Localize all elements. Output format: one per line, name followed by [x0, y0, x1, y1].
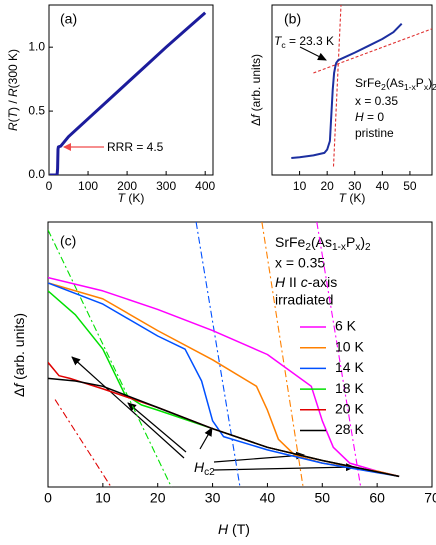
guide-line: [54, 399, 112, 487]
guide-line: [332, 5, 342, 167]
sample-text: x = 0.35: [275, 255, 325, 271]
y-axis-label: Δf (arb. units): [249, 54, 263, 126]
annotation-arrow: [213, 451, 305, 463]
x-tick-label: 0: [44, 490, 52, 506]
x-axis-label: H (T): [218, 521, 250, 537]
x-tick-label: 400: [195, 179, 215, 193]
legend-label: 20 K: [335, 401, 364, 417]
sample-text: pristine: [355, 126, 394, 140]
data-line: [48, 282, 400, 478]
x-tick-label: 200: [117, 179, 137, 193]
annotation-arrow: [127, 402, 187, 453]
annotation-arrow: [71, 356, 185, 459]
x-tick-label: 300: [156, 179, 176, 193]
guide-line: [48, 229, 172, 487]
x-tick-label: 30: [205, 490, 221, 506]
annotation-arrow: [299, 46, 327, 61]
x-tick-label: 20: [150, 490, 166, 506]
sample-text: x = 0.35: [355, 94, 398, 108]
data-line: [291, 23, 403, 159]
y-axis-label: R(T) / R(300 K): [6, 49, 20, 131]
x-tick-label: 40: [260, 490, 276, 506]
x-axis-label: T (K): [339, 191, 366, 205]
data-line: [48, 276, 400, 478]
guide-line: [316, 222, 362, 487]
plot-frame: [48, 4, 214, 176]
plot-frame: [271, 4, 433, 176]
annotation: RRR = 4.5: [107, 140, 164, 154]
x-tick-label: 50: [314, 490, 330, 506]
panel-label: (a): [60, 11, 77, 27]
panel-label: (c): [60, 233, 76, 249]
plot-frame: [47, 221, 433, 488]
plot-area: [49, 11, 207, 175]
legend-label: 14 K: [335, 359, 364, 375]
sample-text: H = 0: [355, 110, 384, 124]
x-tick-label: 50: [403, 179, 417, 193]
panel-label: (b): [284, 11, 301, 27]
x-tick-label: 30: [348, 179, 362, 193]
annotation: Tc = 23.3 K: [274, 34, 334, 50]
y-tick-label: 0.0: [28, 167, 45, 181]
annotation-arrow: [199, 427, 213, 450]
annotation: Hc2: [194, 459, 215, 478]
sample-text: irradiated: [275, 292, 333, 308]
plot-area: [291, 5, 432, 167]
legend-label: 28 K: [335, 421, 364, 437]
y-axis-label: Δf (arb. units): [11, 313, 27, 397]
legend-label: 6 K: [335, 318, 357, 334]
sample-text: H II c-axis: [275, 274, 337, 290]
x-tick-label: 60: [369, 490, 385, 506]
sample-text: SrFe2(As1-xPx)2: [355, 76, 436, 92]
x-tick-label: 0: [46, 179, 53, 193]
x-axis-label: T (K): [118, 191, 145, 205]
x-tick-label: 70: [424, 490, 436, 506]
x-tick-label: 40: [376, 179, 390, 193]
annotation-arrow: [213, 463, 355, 472]
x-tick-label: 20: [320, 179, 334, 193]
data-line: [48, 377, 400, 478]
y-tick-label: 1.0: [28, 39, 45, 53]
guide-line: [313, 28, 432, 74]
x-tick-label: 10: [293, 179, 307, 193]
legend-label: 10 K: [335, 338, 364, 354]
legend-label: 18 K: [335, 380, 364, 396]
x-tick-label: 10: [95, 490, 111, 506]
x-tick-label: 100: [78, 179, 98, 193]
y-tick-label: 0.5: [28, 103, 45, 117]
sample-text: SrFe2(As1-xPx)2: [275, 234, 371, 253]
plot-area: [48, 222, 400, 487]
data-line: [49, 11, 207, 175]
